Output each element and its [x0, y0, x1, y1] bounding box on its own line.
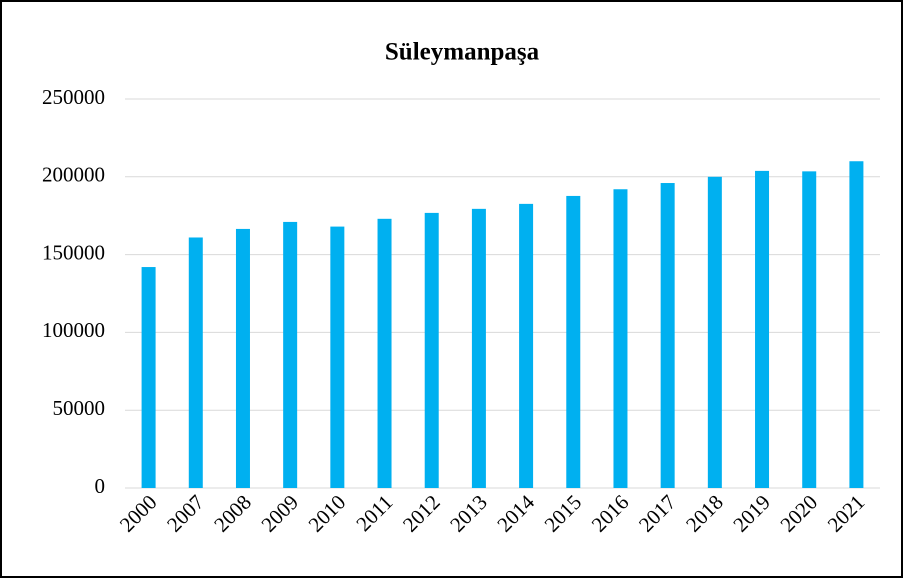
y-tick-label: 200000: [42, 163, 105, 187]
bar: [330, 226, 345, 489]
bar: [141, 267, 156, 488]
chart-title: Süleymanpaşa: [385, 39, 540, 66]
bar: [613, 189, 628, 489]
bar: [519, 203, 534, 489]
y-tick-label: 150000: [42, 240, 105, 264]
bar: [660, 183, 675, 489]
bar: [377, 218, 392, 488]
bar: [802, 171, 817, 488]
bar: [566, 195, 581, 489]
bar: [424, 212, 439, 488]
y-tick-label: 100000: [42, 318, 105, 342]
bar: [707, 176, 722, 489]
bar: [849, 161, 864, 489]
bar: [283, 221, 298, 488]
y-tick-label: 250000: [42, 85, 105, 109]
bar: [755, 170, 770, 488]
bar: [471, 208, 486, 488]
bar: [188, 237, 203, 488]
y-tick-label: 50000: [53, 396, 106, 420]
y-tick-label: 0: [95, 474, 106, 498]
bar: [235, 228, 250, 488]
